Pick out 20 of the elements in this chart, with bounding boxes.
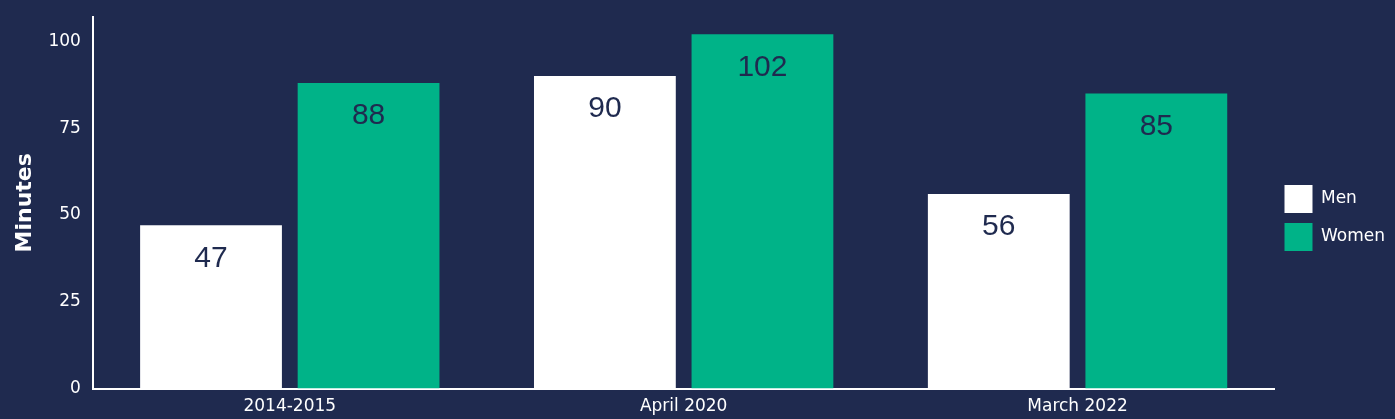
y-axis-title: Minutes (10, 153, 36, 253)
y-tick-label: 100 (48, 29, 81, 50)
data-label: 56 (982, 208, 1016, 242)
y-tick-label: 50 (59, 203, 81, 224)
legend-label: Women (1320, 225, 1386, 246)
bar (297, 82, 440, 389)
bar (691, 34, 834, 389)
x-tick-label: April 2020 (639, 395, 728, 416)
data-label: 88 (351, 97, 386, 131)
legend-label: Men (1320, 187, 1357, 208)
y-tick-label: 0 (70, 377, 81, 398)
data-label: 90 (588, 90, 622, 124)
data-label: 85 (1139, 107, 1174, 141)
data-label: 102 (737, 48, 788, 82)
y-tick-label: 75 (59, 116, 81, 137)
y-tick-label: 25 (59, 290, 81, 311)
x-tick-label: 2014-2015 (243, 395, 337, 416)
bar (1085, 93, 1228, 389)
data-label: 47 (194, 239, 228, 273)
x-tick-label: March 2022 (1027, 395, 1128, 416)
